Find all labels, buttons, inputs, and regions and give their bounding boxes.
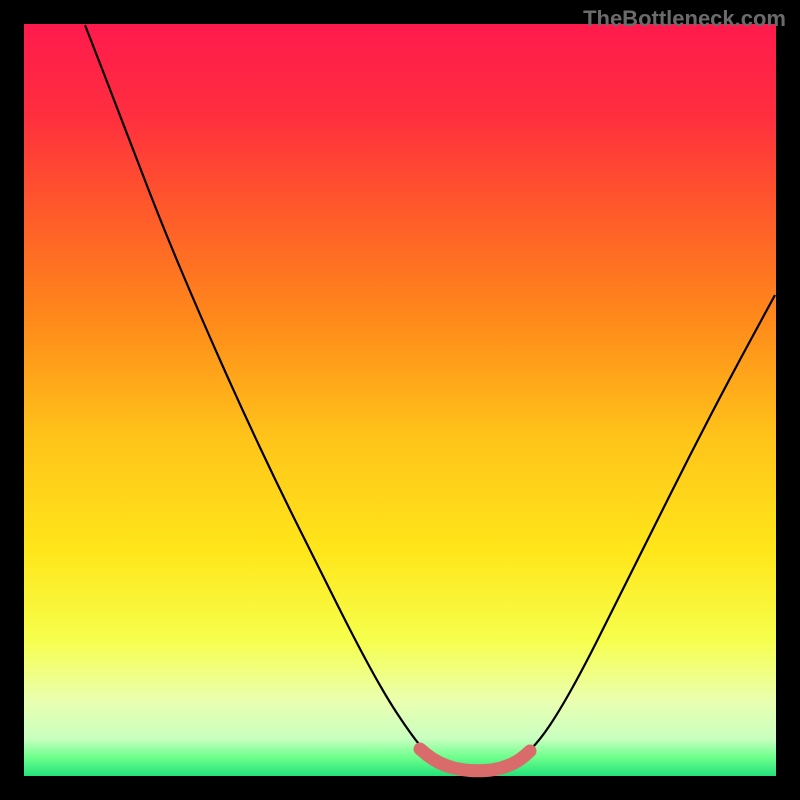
attribution-text: TheBottleneck.com <box>583 6 786 32</box>
chart-frame: TheBottleneck.com <box>0 0 800 800</box>
curve-layer <box>0 0 800 800</box>
bottleneck-curve <box>85 25 775 769</box>
highlight-floor <box>420 749 530 771</box>
